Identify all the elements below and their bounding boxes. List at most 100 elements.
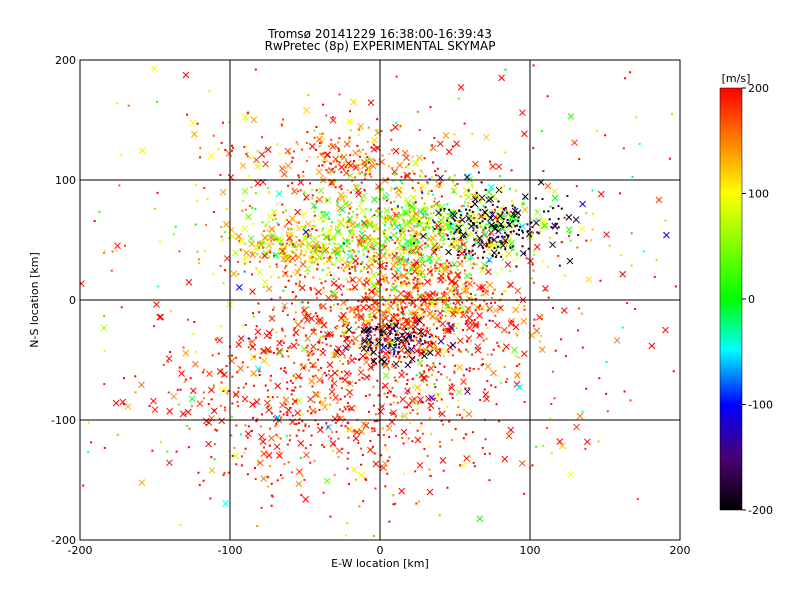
data-point	[266, 350, 269, 353]
data-point	[371, 311, 378, 319]
data-point	[475, 190, 478, 193]
data-point	[430, 274, 433, 277]
data-point	[356, 263, 359, 266]
data-point	[485, 289, 488, 292]
data-point	[467, 249, 470, 252]
data-point	[257, 302, 260, 305]
data-point	[343, 251, 346, 254]
data-point	[564, 355, 567, 358]
data-point	[178, 366, 181, 369]
data-point	[220, 141, 223, 144]
data-point	[320, 426, 323, 429]
data-point	[230, 434, 233, 437]
data-point	[485, 302, 488, 305]
data-point	[219, 188, 227, 196]
data-point	[326, 227, 333, 235]
data-point	[513, 225, 516, 228]
data-point	[473, 243, 476, 246]
data-point	[400, 339, 403, 342]
data-point	[304, 425, 307, 428]
data-point	[407, 326, 410, 329]
data-point	[254, 328, 262, 336]
data-point	[409, 337, 412, 340]
data-point	[395, 305, 398, 308]
data-point	[485, 196, 493, 204]
data-point	[381, 154, 384, 157]
data-point	[390, 187, 393, 190]
data-point	[664, 219, 667, 222]
data-point	[405, 248, 408, 251]
data-point	[353, 251, 356, 254]
data-point	[403, 280, 406, 283]
data-point	[491, 255, 494, 258]
data-point	[557, 226, 560, 229]
data-point	[468, 297, 471, 300]
data-point	[424, 328, 431, 336]
data-point	[505, 233, 508, 236]
data-point	[552, 306, 555, 309]
data-point	[473, 217, 476, 220]
data-point	[391, 339, 394, 342]
data-point	[439, 457, 447, 464]
data-point	[364, 237, 367, 240]
data-point	[429, 212, 432, 215]
data-point	[392, 318, 395, 321]
data-point	[289, 254, 297, 262]
data-point	[442, 239, 445, 242]
data-point	[420, 189, 423, 192]
data-point	[334, 180, 337, 183]
data-point	[317, 369, 320, 372]
data-point	[159, 240, 162, 243]
data-point	[396, 288, 399, 291]
data-point	[508, 331, 511, 334]
data-point	[272, 243, 275, 246]
data-point	[541, 221, 548, 229]
data-point	[266, 243, 269, 246]
data-point	[387, 360, 390, 363]
data-point	[484, 188, 487, 191]
data-point	[351, 179, 354, 182]
data-point	[360, 421, 368, 428]
data-point	[138, 147, 146, 154]
data-point	[300, 148, 303, 151]
data-point	[542, 170, 545, 173]
data-point	[179, 523, 182, 526]
data-point	[389, 189, 392, 192]
data-point	[443, 335, 446, 338]
data-point	[306, 266, 309, 269]
data-point	[375, 339, 383, 346]
data-point	[308, 155, 311, 158]
data-point	[366, 335, 369, 338]
data-point	[318, 340, 321, 343]
data-point	[165, 355, 173, 363]
data-point	[373, 287, 376, 290]
data-point	[460, 238, 463, 241]
data-point	[532, 269, 535, 272]
x-axis: -200 -100 0 100 200	[68, 544, 691, 557]
data-point	[328, 218, 331, 221]
data-point	[482, 246, 485, 249]
data-point	[369, 160, 372, 163]
data-point	[357, 243, 360, 246]
data-point	[333, 263, 336, 266]
data-point	[459, 215, 462, 218]
data-point	[361, 338, 369, 345]
data-point	[299, 456, 302, 459]
data-point	[486, 353, 489, 356]
data-point	[449, 232, 452, 235]
data-point	[396, 322, 399, 325]
data-point	[442, 132, 450, 139]
data-point	[373, 404, 376, 407]
data-point	[295, 141, 298, 144]
data-point	[399, 180, 402, 183]
data-point	[230, 415, 233, 418]
data-point	[239, 433, 242, 436]
data-point	[459, 350, 462, 353]
data-point	[427, 182, 430, 185]
data-point	[352, 343, 355, 346]
data-point	[368, 288, 375, 295]
data-point	[288, 434, 291, 437]
data-point	[351, 259, 354, 262]
data-point	[444, 170, 447, 173]
data-point	[370, 271, 378, 279]
